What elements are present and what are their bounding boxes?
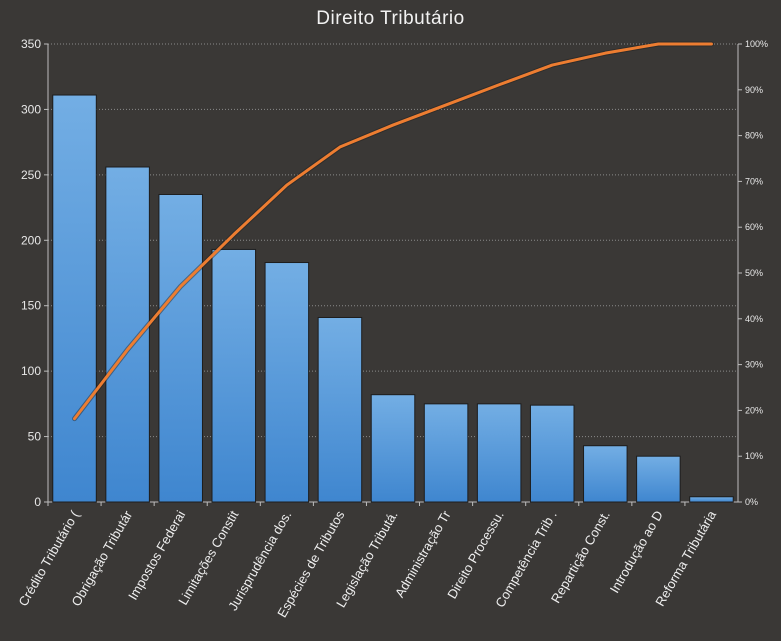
- y-tick-label: 50: [28, 430, 42, 444]
- x-tick-label: Reforma Tributária: [652, 507, 719, 608]
- cumulative-line: [73, 42, 713, 421]
- bar: [689, 496, 734, 503]
- bar: [52, 94, 97, 503]
- y2-tick-label: 70%: [745, 176, 763, 186]
- y2-tick-label: 60%: [745, 222, 763, 232]
- y2-tick-label: 90%: [745, 85, 763, 95]
- y-tick-label: 100: [21, 364, 41, 378]
- y2-tick-label: 30%: [745, 360, 763, 370]
- y-tick-label: 250: [21, 168, 41, 182]
- y2-tick-label: 80%: [745, 131, 763, 141]
- y-tick-label: 200: [21, 233, 41, 247]
- x-tick-label: Impostos Federai: [125, 508, 188, 603]
- chart-title: Direito Tributário: [316, 8, 465, 29]
- x-tick-label: Direito Processu.: [444, 508, 506, 601]
- bar: [636, 455, 681, 503]
- x-tick-label: Introdução ao D: [607, 508, 666, 596]
- bar: [476, 403, 522, 503]
- x-tick-label: Repartição Const.: [548, 508, 613, 606]
- bar: [423, 403, 469, 503]
- y2-tick-label: 40%: [745, 314, 763, 324]
- y2-tick-label: 100%: [745, 39, 768, 49]
- bar: [317, 316, 363, 503]
- x-tick-label: Legislação Tributá.: [333, 508, 401, 610]
- x-tick-label: Administração Tr: [392, 507, 454, 600]
- bar: [583, 445, 628, 503]
- bar: [211, 248, 257, 503]
- y2-tick-label: 0%: [745, 497, 758, 507]
- bar: [264, 262, 310, 503]
- bar: [529, 404, 575, 503]
- y-tick-label: 300: [21, 102, 41, 116]
- y-tick-label: 0: [34, 495, 41, 509]
- bar: [370, 394, 416, 503]
- y2-tick-label: 50%: [745, 268, 763, 278]
- bar: [158, 193, 203, 503]
- y-tick-label: 150: [21, 299, 41, 313]
- y2-tick-label: 20%: [745, 405, 763, 415]
- y-tick-label: 350: [21, 37, 41, 51]
- y2-tick-label: 10%: [745, 451, 763, 461]
